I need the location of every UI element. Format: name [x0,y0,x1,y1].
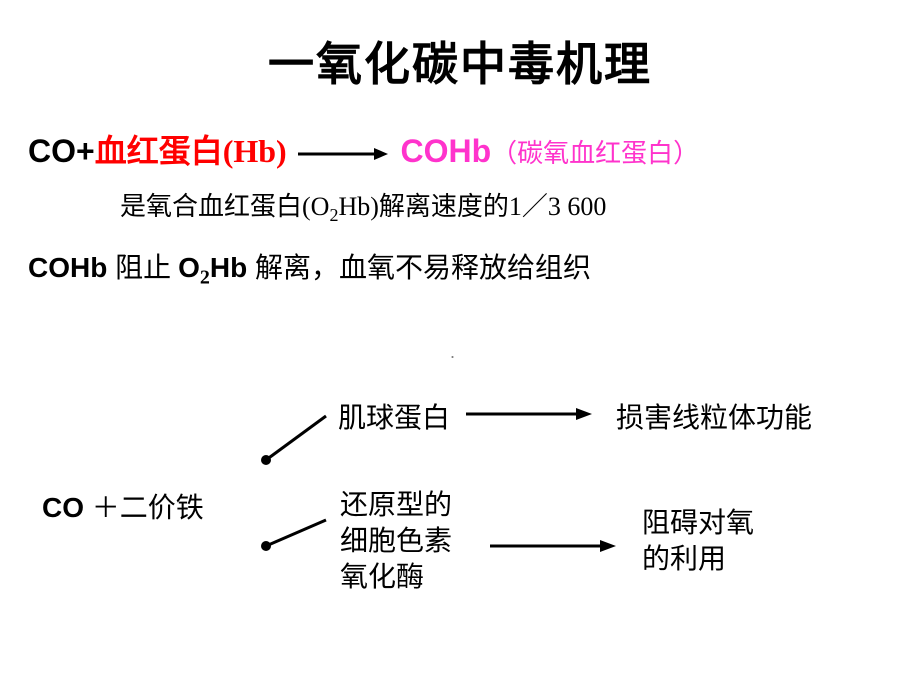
prevent-text: 阻止 [115,253,178,284]
rate-pre: 是氧合血红蛋白(O [120,192,329,221]
mitochondria-label: 损害线粒体功能 [616,396,812,436]
rest-text: 解离，血氧不易释放给组织 [255,253,591,284]
cohb-label: COHb [28,252,115,283]
co-rest: ＋二价铁 [92,493,204,524]
cyt-line1: 还原型的 [340,490,452,521]
myoglobin-label: 肌球蛋白 [338,396,450,436]
arrow-icon [296,144,392,164]
oxy-line1: 阻碍对氧 [642,508,754,539]
reactant-hb: 血红蛋白(Hb) [95,133,287,169]
rate-text: 是氧合血红蛋白(O2Hb)解离速度的1／3 600 [120,186,900,226]
co-bold: CO [42,492,92,523]
slide-title: 一氧化碳中毒机理 [0,28,920,94]
block-text: COHb 阻止 O2Hb 解离，血氧不易释放给组织 [28,246,908,290]
reactant-co: CO+ [28,133,95,169]
oxy-line2: 的利用 [642,544,726,575]
hb-label: Hb [210,252,255,283]
cyt-line2: 细胞色素 [340,526,452,557]
diagram-arrows [0,0,920,690]
o-label: O [178,252,200,283]
co-ferrous-label: CO ＋二价铁 [42,486,204,526]
reaction-product: COHb [400,133,491,169]
rate-post: Hb)解离速度的1／3 600 [338,192,606,221]
page-dot: . [450,342,455,363]
reaction-line: CO+血红蛋白(Hb) COHb（碳氧血红蛋白） [28,126,908,172]
oxygen-use-label: 阻碍对氧 的利用 [642,506,754,578]
o-sub: 2 [200,267,210,289]
cytochrome-label: 还原型的 细胞色素 氧化酶 [340,488,452,595]
reaction-annotation: （碳氧血红蛋白） [491,139,699,168]
cyt-line3: 氧化酶 [340,562,424,593]
